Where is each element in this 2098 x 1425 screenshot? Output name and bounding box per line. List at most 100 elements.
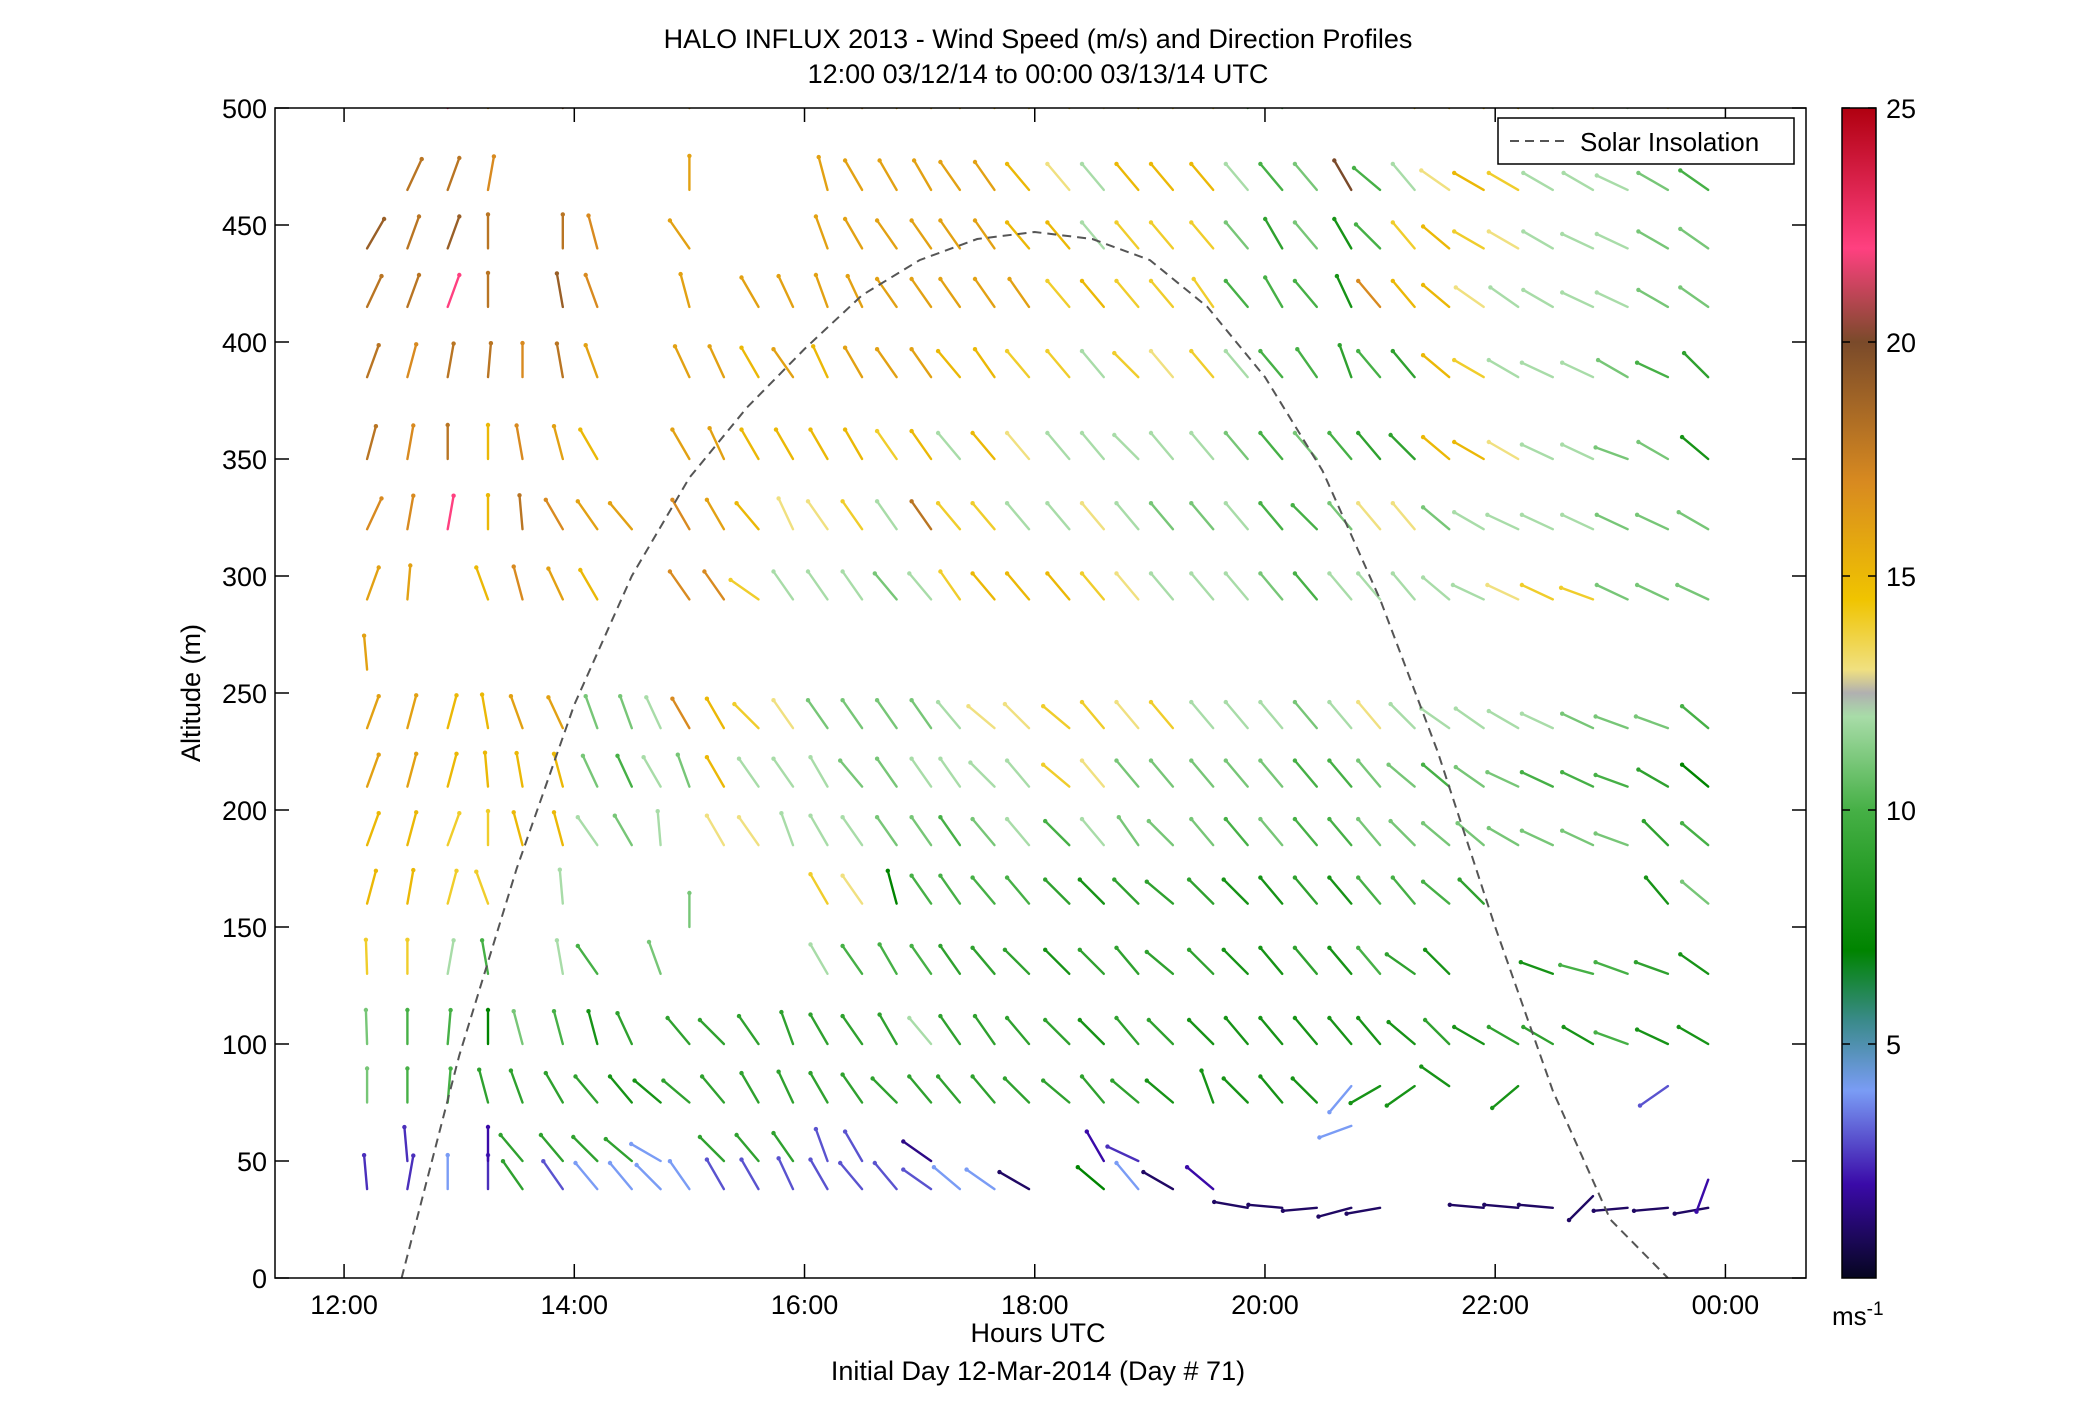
- colorbar-unit: ms-1: [1832, 1299, 1884, 1331]
- wind-vector: [1596, 358, 1629, 379]
- wind-vector-head: [1002, 947, 1008, 952]
- wind-vector: [1452, 440, 1485, 461]
- wind-vector-head: [1148, 220, 1154, 225]
- wind-vector-head: [541, 1159, 546, 1164]
- wind-vector: [1452, 358, 1485, 379]
- wind-vector: [406, 752, 418, 788]
- wind-vector: [1296, 348, 1319, 379]
- wind-vector-head: [560, 212, 565, 217]
- wind-vector: [1115, 1161, 1140, 1191]
- wind-vector: [1490, 1084, 1520, 1110]
- wind-vector-head: [514, 750, 519, 756]
- wind-vector: [780, 812, 795, 847]
- wind-vector: [1078, 948, 1106, 975]
- wind-vector: [1222, 878, 1249, 905]
- wind-vector: [1560, 443, 1595, 461]
- wind-vector-head: [1075, 1165, 1081, 1170]
- wind-vector: [1354, 223, 1382, 250]
- wind-vector-head: [687, 153, 692, 159]
- wind-vector: [630, 1142, 662, 1163]
- wind-vector: [1486, 771, 1520, 788]
- wind-vector-head: [1384, 952, 1390, 957]
- wind-vector-head: [840, 698, 845, 703]
- wind-vector: [1560, 712, 1595, 730]
- wind-vector: [1190, 700, 1215, 730]
- wind-vector-head: [583, 272, 588, 278]
- wind-vector-head: [1356, 571, 1361, 576]
- wind-vector: [1212, 1200, 1249, 1210]
- wind-vector-head: [448, 1066, 453, 1071]
- wind-vector: [939, 816, 962, 847]
- wind-vector-head: [1114, 699, 1119, 705]
- wind-vector-head: [840, 815, 845, 820]
- wind-vector-head: [874, 815, 880, 820]
- wind-vector: [910, 874, 933, 905]
- wind-vector: [902, 1140, 933, 1163]
- wind-vector: [406, 424, 415, 461]
- wind-vector-head: [1004, 501, 1010, 506]
- wind-vector: [737, 1014, 760, 1046]
- wind-vector-head: [1189, 501, 1194, 506]
- wind-vector-head: [1420, 879, 1426, 884]
- wind-vector-head: [1045, 501, 1050, 506]
- wind-vector-head: [1634, 1027, 1640, 1032]
- wind-vector: [1106, 1145, 1140, 1163]
- x-tick-label: 20:00: [1231, 1290, 1299, 1320]
- wind-vector: [1391, 876, 1416, 905]
- wind-vector: [1259, 162, 1284, 192]
- wind-vector-head: [414, 810, 419, 815]
- wind-vector-head: [655, 809, 660, 814]
- wind-vector: [814, 273, 829, 309]
- wind-vector: [912, 159, 933, 192]
- wind-vector-head: [1246, 1202, 1251, 1208]
- wind-vector: [886, 869, 898, 905]
- wind-vector-head: [1223, 501, 1229, 506]
- wind-vector: [446, 494, 455, 531]
- wind-vector: [1519, 961, 1555, 975]
- wind-vector-head: [667, 218, 673, 223]
- wind-vector-head: [1079, 1074, 1085, 1079]
- wind-vector-head: [580, 753, 586, 758]
- wind-vector-head: [1045, 348, 1050, 354]
- wind-vector: [1567, 1194, 1595, 1222]
- wind-vector-head: [776, 1156, 781, 1161]
- wind-vector: [558, 868, 564, 905]
- wind-vector: [579, 428, 599, 461]
- wind-vector: [1454, 765, 1485, 788]
- wind-vector: [608, 1075, 633, 1104]
- wind-vector: [1635, 1028, 1670, 1046]
- wind-vector: [841, 944, 864, 975]
- wind-vector: [515, 751, 524, 788]
- wind-vector-head: [872, 1160, 877, 1166]
- wind-vector: [542, 1159, 564, 1191]
- wind-vector: [875, 348, 898, 379]
- wind-vector: [1637, 171, 1670, 192]
- wind-vector: [574, 1161, 599, 1191]
- wind-vector-head: [457, 272, 462, 278]
- wind-vector: [1259, 349, 1284, 379]
- wind-vector-head: [1634, 512, 1640, 517]
- wind-vector-head: [838, 1160, 843, 1166]
- wind-vector: [1149, 279, 1175, 309]
- chart-subtitle: 12:00 03/12/14 to 00:00 03/13/14 UTC: [808, 59, 1269, 89]
- wind-vector: [1356, 946, 1382, 975]
- wind-vector: [364, 938, 369, 975]
- wind-vector-head: [773, 427, 779, 432]
- wind-vector: [1115, 502, 1140, 531]
- wind-vector: [737, 816, 760, 847]
- wind-vector-head: [1356, 945, 1361, 950]
- wind-vector: [1481, 108, 1485, 110]
- wind-vector: [1632, 1206, 1670, 1213]
- wind-vector: [1594, 773, 1629, 788]
- wind-vector: [1145, 1079, 1175, 1104]
- x-tick-label: 22:00: [1461, 1290, 1529, 1320]
- wind-vector-head: [840, 943, 845, 949]
- wind-vector: [1259, 946, 1284, 975]
- wind-vector: [1338, 344, 1353, 379]
- wind-vector: [1187, 878, 1215, 905]
- wind-vector: [705, 814, 726, 847]
- wind-vector-head: [739, 1157, 744, 1162]
- wind-vector: [365, 695, 380, 730]
- wind-vector: [967, 705, 996, 730]
- wind-vector-head: [1292, 875, 1298, 880]
